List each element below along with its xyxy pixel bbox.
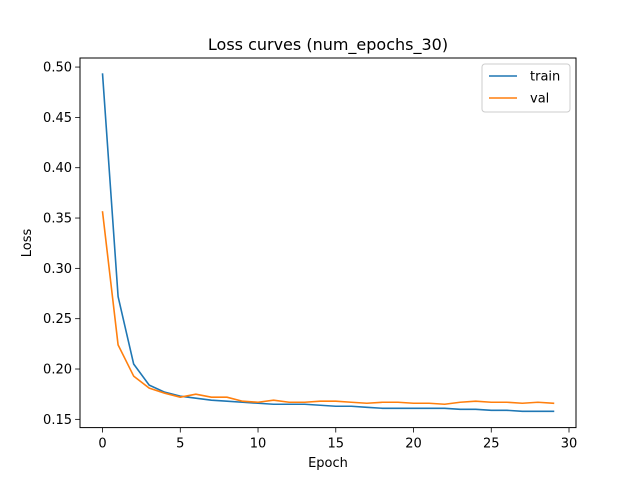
x-tick-label: 0: [98, 437, 106, 452]
plot-frame: [79, 57, 577, 429]
plot-area: [79, 57, 577, 429]
x-tick-label: 5: [176, 437, 184, 452]
legend: train val: [481, 63, 571, 113]
x-tick-label: 30: [561, 437, 578, 452]
x-axis: 0 5 10 15 20 25 30: [98, 427, 578, 452]
y-axis-title: Loss: [20, 229, 35, 258]
y-tick-label: 0.20: [43, 363, 72, 378]
y-tick-label: 0.35: [43, 212, 72, 227]
x-tick-label: 25: [483, 437, 500, 452]
legend-label-val: val: [530, 92, 549, 107]
y-tick-label: 0.15: [43, 413, 72, 428]
x-tick-label: 20: [405, 437, 422, 452]
chart-title: Loss curves (num_epochs_30): [208, 35, 448, 55]
x-tick-label: 10: [250, 437, 267, 452]
y-tick-label: 0.30: [43, 262, 72, 277]
y-tick-label: 0.25: [43, 312, 72, 327]
x-axis-title: Epoch: [308, 456, 348, 471]
y-tick-label: 0.50: [43, 61, 72, 76]
series-line-train: [101, 73, 555, 413]
x-tick-label: 15: [328, 437, 345, 452]
y-tick-label: 0.45: [43, 111, 72, 126]
legend-label-train: train: [530, 70, 560, 85]
series-line-val: [101, 211, 555, 406]
y-axis: 0.15 0.20 0.25 0.30 0.35 0.40 0.45 0.50: [43, 61, 80, 428]
series-layer: [101, 73, 555, 413]
y-tick-label: 0.40: [43, 161, 72, 176]
